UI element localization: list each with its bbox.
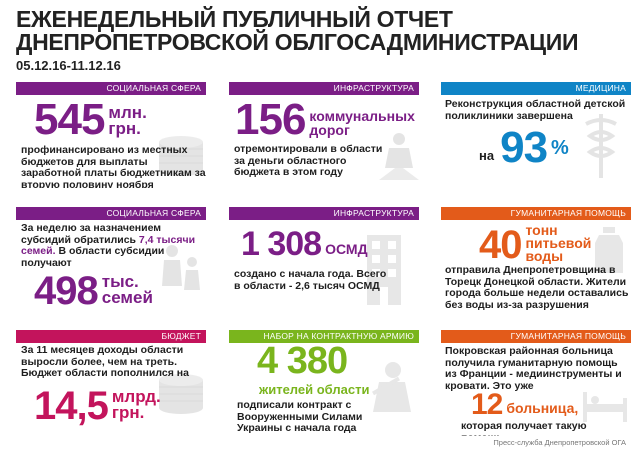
coins-icon bbox=[159, 136, 203, 176]
big-figure: 156 коммунальных дорог bbox=[235, 98, 415, 142]
description: отремонтировали в области за деньги обла… bbox=[234, 143, 383, 178]
description: За 11 месяцев доходы области выросли бол… bbox=[21, 344, 189, 379]
description: За неделю за назначением субсидий обрати… bbox=[21, 222, 196, 269]
title-line-2: ДНЕПРОПЕТРОВСКОЙ ОБЛГОСАДМИНИСТРАЦИИ bbox=[16, 29, 579, 55]
hospital-bed-icon bbox=[583, 392, 627, 422]
highlight-value: 7,4 тысячи семей. bbox=[21, 233, 196, 257]
water-bottle-icon bbox=[595, 227, 623, 273]
building-icon bbox=[367, 235, 401, 305]
card-humanitarian-hospital: ГУМАНИТАРНАЯ ПОМОЩЬ Покровская районная … bbox=[441, 330, 631, 436]
number-value: 12 bbox=[471, 388, 503, 421]
footer-credit: Пресс-служба Днепропетровской ОГА bbox=[493, 438, 626, 447]
description: подписали контракт с Вооруженными Силами… bbox=[237, 399, 363, 434]
card-social-subsidies: СОЦИАЛЬНАЯ СФЕРА За неделю за назначение… bbox=[16, 207, 206, 313]
category-label: ИНФРАСТРУКТУРА bbox=[333, 208, 414, 218]
number-value: 4 380 bbox=[257, 340, 348, 382]
category-stripe: СОЦИАЛЬНАЯ СФЕРА bbox=[16, 82, 206, 95]
big-figure: 498 тыс. семей bbox=[34, 271, 153, 311]
card-medicine: МЕДИЦИНА Реконструкция областной детской… bbox=[441, 82, 631, 188]
number-unit: больница, bbox=[506, 400, 579, 416]
number-unit: млрд. грн. bbox=[111, 387, 161, 422]
category-stripe: БЮДЖЕТ bbox=[16, 330, 206, 343]
coins-icon bbox=[159, 374, 203, 414]
category-stripe: СОЦИАЛЬНАЯ СФЕРА bbox=[16, 207, 206, 220]
big-figure: 4 380 bbox=[257, 340, 348, 382]
card-budget: БЮДЖЕТ За 11 месяцев доходы области выро… bbox=[16, 330, 206, 436]
card-social-salary: СОЦИАЛЬНАЯ СФЕРА 545 млн. грн. профинанси… bbox=[16, 82, 206, 188]
card-humanitarian-water: ГУМАНИТАРНАЯ ПОМОЩЬ 40 тонн питьевой воды … bbox=[441, 207, 631, 313]
category-stripe: НАБОР НА КОНТРАКТНУЮ АРМИЮ bbox=[229, 330, 419, 343]
number-value: 1 308 bbox=[241, 225, 322, 263]
number-unit: млн. грн. bbox=[108, 103, 147, 138]
big-figure: 12 больница, bbox=[471, 390, 578, 420]
category-label: МЕДИЦИНА bbox=[575, 83, 626, 93]
card-infra-roads: ИНФРАСТРУКТУРА 156 коммунальных дорог отр… bbox=[229, 82, 419, 188]
category-label: ГУМАНИТАРНАЯ ПОМОЩЬ bbox=[510, 208, 626, 218]
description-tail: которая получает такую помощь bbox=[461, 420, 587, 436]
category-label: СОЦИАЛЬНАЯ СФЕРА bbox=[106, 208, 201, 218]
description: профинансировано из местных бюджетов для… bbox=[21, 144, 206, 188]
description: Реконструкция областной детской поликлин… bbox=[445, 98, 626, 122]
category-stripe: ИНФРАСТРУКТУРА bbox=[229, 207, 419, 220]
description: создано с начала года. Всего в области -… bbox=[234, 268, 387, 292]
report-title: ЕЖЕНЕДЕЛЬНЫЙ ПУБЛИЧНЫЙ ОТЧЕТ ДНЕПРОПЕТРО… bbox=[16, 6, 579, 55]
description: отправила Днепропетровщина в Торецк Доне… bbox=[445, 264, 629, 313]
description: Покровская районная больница получила гу… bbox=[445, 345, 622, 392]
category-label: НАБОР НА КОНТРАКТНУЮ АРМИЮ bbox=[263, 331, 414, 341]
number-value: 14,5 bbox=[34, 384, 109, 428]
number-value: 40 bbox=[479, 223, 522, 267]
family-icon bbox=[162, 245, 200, 290]
big-figure: 1 308 ОСМД bbox=[241, 227, 368, 261]
number-value: 93 bbox=[500, 123, 548, 172]
category-stripe: ИНФРАСТРУКТУРА bbox=[229, 82, 419, 95]
number-value: 545 bbox=[34, 95, 105, 144]
report-dates: 05.12.16-11.12.16 bbox=[16, 58, 121, 73]
number-unit: тонн питьевой воды bbox=[525, 222, 592, 264]
number-unit: % bbox=[551, 137, 569, 159]
number-unit: коммунальных дорог bbox=[309, 108, 415, 138]
number-unit: ОСМД bbox=[325, 241, 368, 257]
category-stripe: ГУМАНИТАРНАЯ ПОМОЩЬ bbox=[441, 207, 631, 220]
big-figure: 40 тонн питьевой воды bbox=[479, 222, 592, 267]
category-label: ГУМАНИТАРНАЯ ПОМОЩЬ bbox=[510, 331, 626, 341]
number-value: 156 bbox=[235, 95, 306, 144]
big-figure: 545 млн. грн. bbox=[34, 98, 147, 142]
category-label: ИНФРАСТРУКТУРА bbox=[333, 83, 414, 93]
title-line-1: ЕЖЕНЕДЕЛЬНЫЙ ПУБЛИЧНЫЙ ОТЧЕТ bbox=[16, 6, 453, 32]
number-unit: тыс. семей bbox=[101, 272, 153, 307]
soldier-icon bbox=[372, 362, 411, 412]
card-contract-army: НАБОР НА КОНТРАКТНУЮ АРМИЮ 4 380 жителей… bbox=[229, 330, 419, 436]
number-value: 498 bbox=[34, 269, 99, 313]
big-figure: на 93 % bbox=[475, 126, 569, 170]
road-worker-icon bbox=[379, 133, 419, 180]
category-label: СОЦИАЛЬНАЯ СФЕРА bbox=[106, 83, 201, 93]
prefix: на bbox=[479, 148, 495, 163]
category-label: БЮДЖЕТ bbox=[161, 331, 201, 341]
caduceus-icon bbox=[585, 114, 617, 178]
category-stripe: МЕДИЦИНА bbox=[441, 82, 631, 95]
big-figure: 14,5 млрд. грн. bbox=[34, 386, 161, 426]
number-unit: жителей области bbox=[259, 382, 370, 397]
category-stripe: ГУМАНИТАРНАЯ ПОМОЩЬ bbox=[441, 330, 631, 343]
card-infra-osmd: ИНФРАСТРУКТУРА 1 308 ОСМД создано с нача… bbox=[229, 207, 419, 313]
